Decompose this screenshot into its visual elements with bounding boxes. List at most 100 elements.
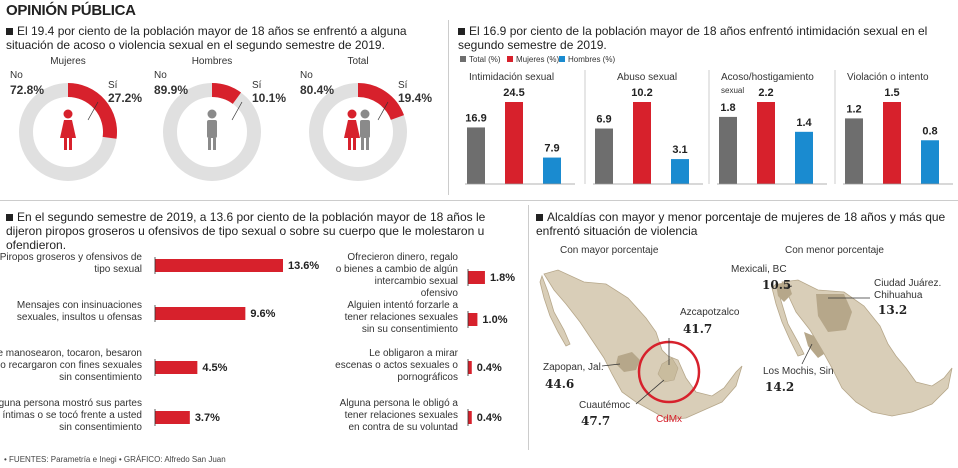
hbar-value: 1.0% bbox=[482, 314, 507, 326]
icon-dress bbox=[344, 120, 360, 138]
bullet-square bbox=[6, 214, 13, 221]
donut-leader bbox=[377, 101, 389, 121]
hbar bbox=[155, 259, 283, 272]
hbar-label: tener relaciones sexuales bbox=[345, 312, 458, 323]
hbar-label: escenas o actos sexuales o bbox=[335, 360, 458, 371]
group-label: Acoso/hostigamiento bbox=[721, 72, 814, 83]
group-label: sexual bbox=[721, 86, 744, 95]
donut-title: Mujeres bbox=[50, 56, 86, 67]
legend-label-0: Total (%) bbox=[469, 55, 501, 64]
donut-no-label: No bbox=[300, 70, 313, 81]
hbar bbox=[468, 361, 472, 374]
hbar bbox=[468, 411, 472, 424]
bullet-square bbox=[6, 28, 13, 35]
icon-leg bbox=[69, 138, 72, 150]
donut-title: Total bbox=[347, 56, 368, 67]
grouped-bar-chart: Total (%) Mujeres (%) Hombres (%) Intimidac… bbox=[460, 55, 953, 185]
hbar-value: 4.5% bbox=[202, 362, 227, 374]
map-menor-value-0: 10.5 bbox=[762, 278, 792, 292]
bar bbox=[671, 159, 689, 184]
bar-value-label: 1.5 bbox=[884, 87, 899, 99]
bar-value-label: 6.9 bbox=[596, 114, 611, 126]
icon-leg bbox=[64, 138, 67, 150]
bullet-square bbox=[458, 28, 465, 35]
bar bbox=[467, 127, 485, 184]
bars-headline-text: El 16.9 por ciento de la población mayor… bbox=[458, 24, 928, 52]
bar-value-label: 10.2 bbox=[631, 87, 652, 99]
group-label: Violación o intento bbox=[847, 72, 929, 83]
bar-value-label: 2.2 bbox=[758, 87, 773, 99]
map-mayor-value-1: 44.6 bbox=[545, 377, 575, 391]
donut-no-value: 89.9% bbox=[154, 83, 188, 97]
bar bbox=[795, 131, 813, 184]
donut-si-label: Sí bbox=[398, 80, 408, 91]
hbar-label: sin su consentimiento bbox=[362, 324, 459, 335]
jalisco-region bbox=[616, 352, 640, 372]
icon-leg bbox=[213, 138, 216, 150]
couple-icon bbox=[344, 109, 370, 150]
icon-leg bbox=[208, 138, 211, 150]
bar-group-2: Acoso/hostigamiento sexual 1.8 2.2 1.4 bbox=[708, 70, 827, 185]
hbar-label: Alguien intentó forzarle a bbox=[347, 300, 458, 311]
bar-group-1: Abuso sexual 6.9 10.2 3.1 bbox=[584, 70, 703, 185]
hbar-label: o bienes a cambio de algún bbox=[336, 264, 458, 275]
bar-value-label: 0.8 bbox=[922, 125, 937, 137]
donut-si-arc bbox=[211, 83, 242, 105]
map-mayor-value-2: 47.7 bbox=[581, 414, 611, 428]
hbar-label: tener relaciones sexuales bbox=[345, 410, 458, 421]
map-mayor-name-1: Zapopan, Jal. bbox=[543, 362, 604, 373]
donut-leader bbox=[231, 101, 243, 121]
hbar-label: pornográficos bbox=[397, 372, 458, 383]
page-title: OPINIÓN PÚBLICA bbox=[6, 2, 136, 19]
bar bbox=[921, 140, 939, 184]
map-menor-value-2: 14.2 bbox=[765, 380, 795, 394]
hbars-headline: En el segundo semestre de 2019, a 13.6 p… bbox=[6, 210, 516, 252]
hbar bbox=[468, 313, 478, 326]
woman-icon bbox=[60, 109, 76, 150]
bar-value-label: 1.2 bbox=[846, 103, 861, 115]
donut-si-value: 27.2% bbox=[108, 91, 142, 105]
map-menor-title: Con menor porcentaje bbox=[785, 245, 884, 256]
cdmx-region bbox=[657, 357, 679, 383]
hbar-label: Alguna persona le obligó a bbox=[340, 398, 459, 409]
donut-si-value: 10.1% bbox=[252, 91, 286, 105]
bar-group-0: Intimidación sexual 16.9 24.5 7.9 bbox=[465, 72, 575, 185]
legend-label-1: Mujeres (%) bbox=[516, 55, 559, 64]
hbar-label: o recargaron con fines sexuales bbox=[0, 360, 142, 371]
map-headline: Alcaldías con mayor y menor porcentaje d… bbox=[536, 210, 956, 238]
donut-no-value: 80.4% bbox=[300, 83, 334, 97]
hbar-value: 9.6% bbox=[250, 308, 275, 320]
icon-head bbox=[347, 109, 357, 119]
bar-value-label: 16.9 bbox=[465, 112, 486, 124]
group-label: Abuso sexual bbox=[617, 72, 677, 83]
donut-si-arc bbox=[357, 83, 404, 121]
hbar-label: sin consentimiento bbox=[59, 422, 142, 433]
baja-left bbox=[539, 274, 571, 347]
map-menor-name-0: Mexicali, BC bbox=[731, 264, 787, 275]
hbar-label: intercambio sexual bbox=[375, 276, 458, 287]
hbar-label: tipo sexual bbox=[94, 264, 142, 275]
legend-label-2: Hombres (%) bbox=[568, 55, 615, 64]
hbar-label: Piropos groseros y ofensivos de bbox=[0, 252, 142, 263]
bullet-square bbox=[536, 214, 543, 221]
hbar-label: sin consentimiento bbox=[59, 372, 142, 383]
footer-credits: • FUENTES: Parametría e Inegi • GRÁFICO:… bbox=[4, 455, 226, 464]
donut-no-value: 72.8% bbox=[10, 83, 44, 97]
bar bbox=[845, 118, 863, 184]
bar bbox=[543, 157, 561, 184]
donut-si-label: Sí bbox=[108, 80, 118, 91]
bar bbox=[719, 116, 737, 184]
bar-value-label: 1.8 bbox=[720, 102, 735, 114]
hbar-label: Le manosearon, tocaron, besaron bbox=[0, 348, 142, 359]
map-menor bbox=[771, 279, 953, 417]
icon-leg bbox=[353, 138, 356, 150]
bar-group-3: Violación o intento 1.2 1.5 0.8 bbox=[834, 70, 953, 185]
